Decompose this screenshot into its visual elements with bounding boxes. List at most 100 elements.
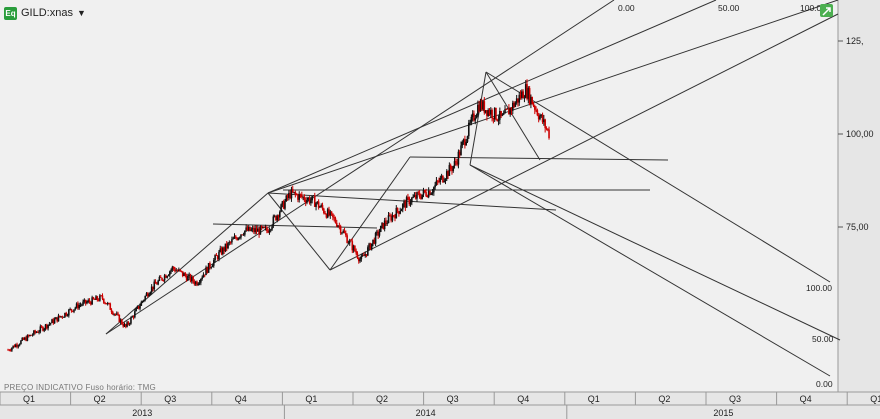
candle-body [345,233,347,236]
candle-body [399,211,401,214]
candle-body [439,177,442,182]
candle-body [506,108,509,110]
candle-body [78,304,80,309]
pitchfork-line [267,192,331,271]
candle-body [135,308,137,312]
candle-body [333,217,335,219]
candle-body [515,98,518,103]
candle-body [323,208,325,214]
candle-body [343,230,346,234]
candle-body [163,275,166,281]
candle-body [49,322,52,324]
candle-body [505,109,508,110]
candle-body [66,315,69,317]
candle-body [368,243,370,248]
candle-body [335,222,338,227]
candle-body [509,107,512,115]
candle-body [360,256,363,260]
candle-body [513,102,515,107]
pitchfork-line [267,0,839,194]
candle-body [449,165,452,169]
candle-body [34,330,36,333]
candle-body [504,109,506,114]
candle-body [407,197,409,198]
candle-body [194,281,197,285]
candle-body [257,228,259,232]
candle-body [263,226,266,228]
candle-body [502,113,505,115]
candle-body [40,326,43,328]
candle-body [422,190,425,195]
candle-body [541,114,544,123]
candle-body [313,195,316,207]
candle-body [181,271,184,276]
caret-down-icon[interactable]: ▼ [76,8,86,18]
candle-body [391,215,394,221]
candle-body [12,345,14,348]
candle-body [444,178,447,182]
candle-body [536,110,539,116]
candle-body [71,310,74,312]
trend-line [485,71,541,161]
candle-body [127,322,130,325]
candle-body [281,201,284,205]
candle-body [429,190,431,195]
candle-body [486,110,488,116]
candle-body [460,145,462,156]
symbol-selector[interactable]: Eq GILD:xnas ▼ [4,5,86,21]
candle-body [374,232,377,244]
candle-body [26,335,29,341]
candle-body [48,323,51,325]
candle-body [381,222,383,226]
candle-body [31,334,34,336]
candle-body [302,196,304,198]
candle-body [390,215,392,221]
candle-body [414,195,417,199]
candle-body [438,181,440,183]
x-tick-quarter: Q2 [658,394,670,404]
candle-body [458,151,461,156]
candle-body [524,84,527,98]
candle-body [210,267,213,268]
candle-body [531,96,534,105]
candle-body [312,195,315,197]
candle-body [423,190,426,193]
candle-body [334,218,337,223]
candle-body [118,314,121,323]
candle-body [249,226,251,231]
candle-body [473,113,475,121]
candle-body [11,347,13,351]
candle-body [484,110,487,113]
candle-body [86,302,88,304]
candle-body [246,227,249,231]
candle-body [544,119,546,128]
candle-body [205,267,207,276]
candle-body [143,299,145,301]
candle-body [100,295,102,297]
y-tick-label: 125, [846,36,864,46]
candle-body [303,196,306,201]
candle-body [91,297,93,305]
candle-body [339,226,342,234]
candle-body [398,211,400,214]
candle-body [258,228,260,235]
candle-body [499,111,501,120]
candle-body [18,344,21,346]
candle-body [433,187,435,193]
candle-body [220,248,223,255]
candle-body [52,319,55,324]
footer-note: PREÇO INDICATIVO Fuso horário: TMG [4,383,156,392]
candle-body [35,332,38,333]
candle-body [511,102,514,111]
candle-body [20,340,22,345]
candle-body [289,193,291,199]
candle-body [295,194,298,196]
candle-body [172,266,175,269]
candle-body [325,214,328,218]
candle-body [16,344,18,347]
pitchfork-level-label: 100.00 [806,283,832,293]
symbol-label[interactable]: GILD:xnas [21,7,73,19]
candle-body [396,207,399,212]
